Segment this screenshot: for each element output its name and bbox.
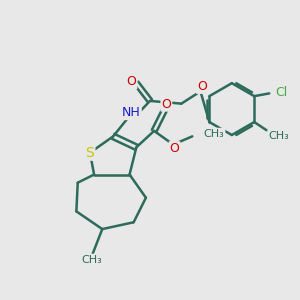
- Text: CH₃: CH₃: [81, 255, 102, 265]
- Text: CH₃: CH₃: [204, 129, 224, 139]
- Text: O: O: [197, 80, 207, 93]
- Text: O: O: [127, 75, 136, 88]
- Text: CH₃: CH₃: [268, 131, 289, 141]
- Text: S: S: [85, 146, 94, 160]
- Text: O: O: [161, 98, 171, 111]
- Text: O: O: [169, 142, 179, 155]
- Text: NH: NH: [122, 106, 141, 119]
- Text: Cl: Cl: [275, 86, 288, 99]
